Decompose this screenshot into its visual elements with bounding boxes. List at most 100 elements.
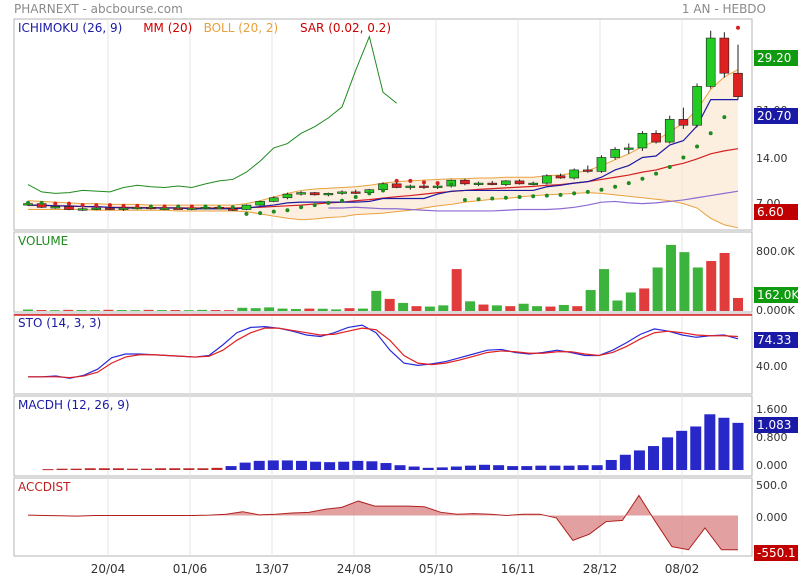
candle-body [282,193,293,199]
macdh-bar [521,466,533,470]
macdh-bar [549,465,561,470]
sar-dot [449,182,454,187]
sto-panel [14,314,752,379]
macdh-bar [98,468,110,470]
volume-bar [49,310,60,311]
candle-body [268,197,279,202]
macdh-bar [394,465,406,470]
price-badge-high: 29.20 [757,51,791,65]
candle-body [337,191,347,194]
macdh-bar [591,465,603,470]
volume-bar [706,261,717,311]
macdh-bar [648,446,660,470]
sar-dot [681,155,686,160]
volume-bar [371,290,382,311]
sar-dot [544,193,549,198]
accdist-badge: -550.1 [757,546,796,560]
volume-bar [143,309,154,311]
volume-bar [103,309,114,311]
sar-dot [367,191,372,196]
macdh-bar [507,466,519,470]
volume-bar [451,269,462,311]
sar-dot [531,194,536,199]
macdh-bar [605,459,617,470]
macdh-bar [281,460,293,470]
macdh-bar [169,468,181,470]
macdh-bar [310,461,322,470]
x-tick-label: 08/02 [665,562,700,576]
candle-body [118,207,129,210]
x-tick-label: 24/08 [337,562,372,576]
sar-dot [121,203,126,208]
accdist-axis-label: 0.000 [756,511,788,524]
price-axis-label: 14.00 [756,152,788,165]
candle-body [405,185,416,188]
volume-bar [465,301,476,311]
volume-panel [23,244,743,311]
volume-bar [532,306,543,311]
legends: ICHIMOKU (26, 9) MM (20) BOLL (20, 2) SAR (… [18,21,391,494]
macdh-bar [493,465,505,470]
x-tick-label: 20/04 [91,562,126,576]
macdh-bar [141,468,153,470]
volume-bar [599,269,610,311]
volume-bar [438,305,449,311]
x-tick-label: 28/12 [583,562,618,576]
volume-bar [692,267,703,311]
macdh-bar [211,467,223,470]
volume-bar [76,310,87,311]
period-label: 1 AN - HEBDO [681,2,766,16]
accdist-line [27,494,739,551]
sto-axis-label: 40.00 [756,360,788,373]
ichimoku-chikou-line [27,34,397,194]
volume-bar [719,252,730,311]
price-badge-low: 6.60 [757,205,784,219]
macdh-bar [436,467,448,470]
sar-dot [572,191,577,196]
price-badge-low-bg [754,204,798,220]
macdh-axis-label: 0.000 [756,459,788,472]
sar-dot [94,203,99,208]
candle-body [350,191,361,194]
macdh-bar [42,469,54,471]
macdh-bar [267,460,279,470]
macdh-bar [704,414,716,470]
volume-bar [384,298,395,311]
sar-dot [626,181,631,186]
sar-dot [285,208,290,213]
sar-dot [162,204,167,209]
sto-badge-bg [754,332,798,348]
candle-body [610,149,620,158]
volume-bar [23,309,33,311]
macdh-bar [479,464,491,470]
candle-body [514,180,525,185]
price-panel [23,25,743,229]
volume-bar [116,310,127,311]
macdh-bar [225,466,237,470]
sar-dot [176,204,181,209]
volume-axis-label: 0.000K [756,304,795,317]
candle-body [623,147,634,150]
sar-dot [80,203,85,208]
macdh-bar [239,462,251,470]
sar-dot [66,201,71,206]
volume-bar [197,309,208,311]
macdh-axis-label: 1.600 [756,403,788,416]
candle-body [309,192,320,196]
volume-bar [679,252,690,311]
volume-bar [666,244,677,311]
sar-dot [558,192,563,197]
volume-bar [156,310,167,311]
macdh-bar [155,468,167,470]
sar-dot [435,181,440,186]
sar-dot [53,201,58,206]
sar-dot [517,195,522,200]
volume-bar [478,304,489,311]
sar-dot [26,200,30,205]
bollinger-lower-line [28,192,739,229]
macdh-bar [450,466,462,470]
macdh-bar [619,454,631,470]
volume-badge: 162.0K [757,288,800,302]
candle-body [487,182,498,185]
macdh-bar [324,462,336,470]
